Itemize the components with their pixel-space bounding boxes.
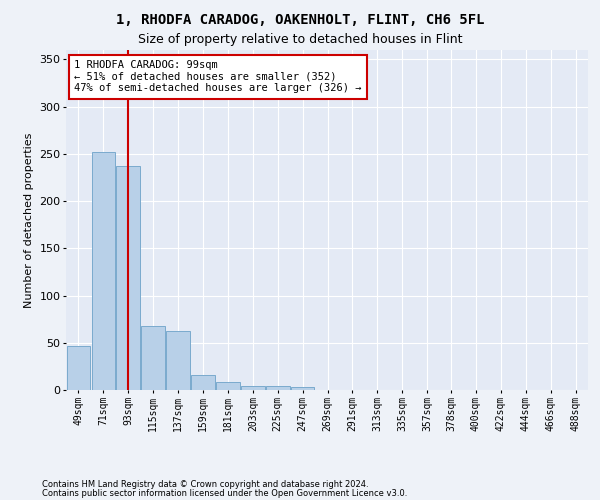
Text: Size of property relative to detached houses in Flint: Size of property relative to detached ho…: [138, 32, 462, 46]
Bar: [216, 382, 240, 390]
Y-axis label: Number of detached properties: Number of detached properties: [24, 132, 34, 308]
Bar: [92, 152, 115, 390]
Bar: [116, 166, 140, 390]
Bar: [241, 386, 265, 390]
Bar: [291, 387, 314, 390]
Text: Contains HM Land Registry data © Crown copyright and database right 2024.: Contains HM Land Registry data © Crown c…: [42, 480, 368, 489]
Bar: [266, 386, 290, 390]
Bar: [142, 326, 165, 390]
Text: Contains public sector information licensed under the Open Government Licence v3: Contains public sector information licen…: [42, 488, 407, 498]
Text: 1 RHODFA CARADOG: 99sqm
← 51% of detached houses are smaller (352)
47% of semi-d: 1 RHODFA CARADOG: 99sqm ← 51% of detache…: [74, 60, 361, 94]
Bar: [67, 346, 90, 390]
Bar: [191, 375, 215, 390]
Text: 1, RHODFA CARADOG, OAKENHOLT, FLINT, CH6 5FL: 1, RHODFA CARADOG, OAKENHOLT, FLINT, CH6…: [116, 12, 484, 26]
Bar: [166, 330, 190, 390]
